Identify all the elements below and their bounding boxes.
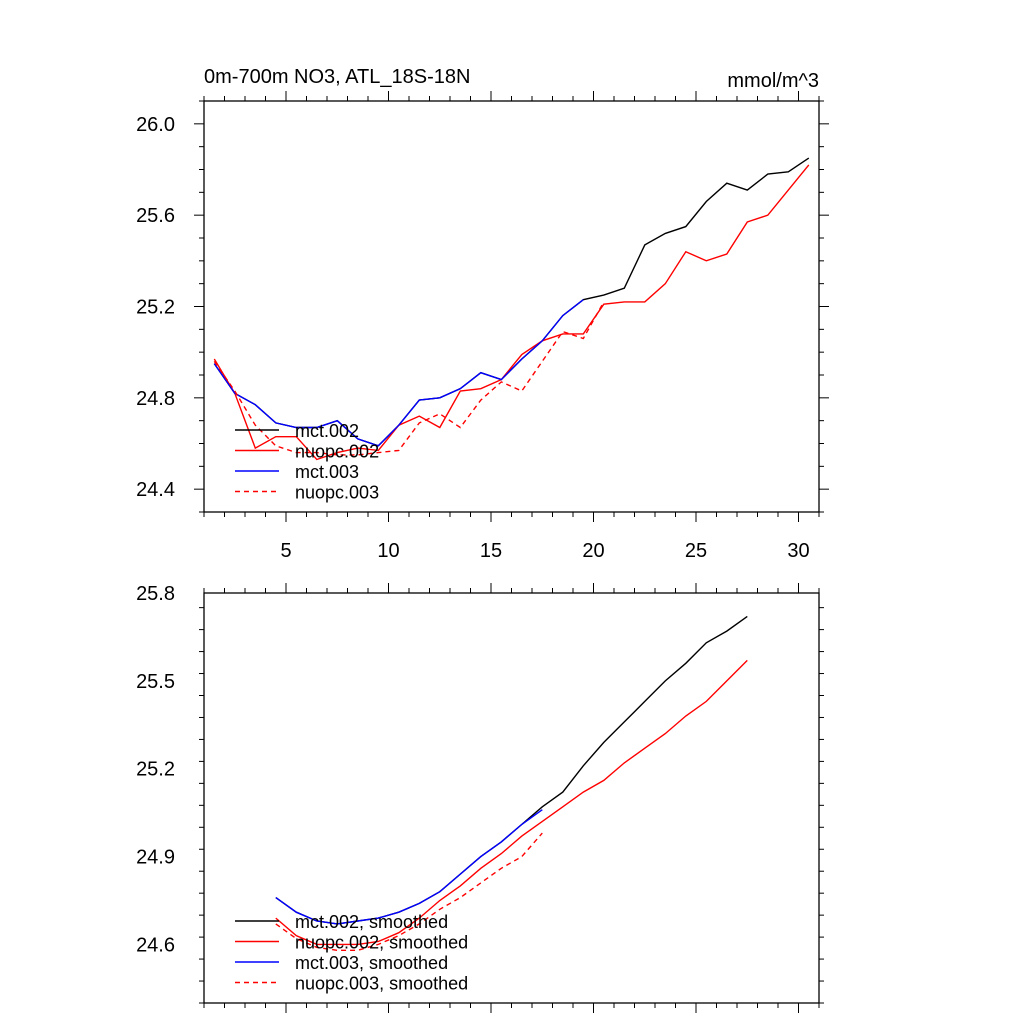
y-tick-label-24-8: 24.8 bbox=[136, 388, 175, 410]
x-tick-label-15: 15 bbox=[480, 540, 502, 562]
y-tick-label-24-9: 24.9 bbox=[136, 847, 175, 869]
legend-label-mct-003-smoothed: mct.003, smoothed bbox=[295, 953, 448, 973]
y-tick-label-24-6: 24.6 bbox=[136, 934, 175, 956]
legend-label-nuopc-002: nuopc.002 bbox=[295, 442, 379, 462]
chart-title: 0m-700m NO3, ATL_18S-18N bbox=[204, 66, 470, 88]
legend-label-mct-003: mct.003 bbox=[295, 462, 359, 482]
series-line-mct-003 bbox=[213, 299, 584, 447]
y-tick-label-26-0: 26.0 bbox=[136, 114, 175, 136]
y-tick-label-25-2: 25.2 bbox=[136, 297, 175, 319]
series-line-nuopc-002-smoothed bbox=[275, 659, 748, 946]
top-panel-nitrate-chart: 5 10 15 20 25 30 24.4 24.8 25.2 25.6 26.0 0m-700m N… bbox=[136, 66, 829, 562]
series-line-mct-002-smoothed bbox=[275, 615, 748, 925]
legend-label-mct-002: mct.002 bbox=[295, 421, 359, 441]
y-tick-label-25-2: 25.2 bbox=[136, 759, 175, 781]
y-tick-label-25-8: 25.8 bbox=[136, 583, 175, 605]
series-line-nuopc-003-smoothed bbox=[275, 832, 543, 951]
x-tick-label-25: 25 bbox=[685, 540, 707, 562]
series-line-nuopc-003 bbox=[213, 301, 605, 456]
series-line-nuopc-002 bbox=[213, 164, 810, 461]
x-tick-label-30: 30 bbox=[787, 540, 809, 562]
x-tick-label-5: 5 bbox=[280, 540, 291, 562]
y-tick-label-24-4: 24.4 bbox=[136, 479, 175, 501]
units-label: mmol/m^3 bbox=[727, 70, 819, 92]
y-tick-label-25-5: 25.5 bbox=[136, 671, 175, 693]
legend-label-nuopc-003: nuopc.003 bbox=[295, 483, 379, 503]
y-tick-label-25-6: 25.6 bbox=[136, 205, 175, 227]
legend-label-nuopc-003-smoothed: nuopc.003, smoothed bbox=[295, 974, 468, 994]
series-line-mct-002 bbox=[213, 157, 810, 447]
legend-label-nuopc-002-smoothed: nuopc.002, smoothed bbox=[295, 933, 468, 953]
legend-label-mct-002-smoothed: mct.002, smoothed bbox=[295, 912, 448, 932]
x-tick-label-10: 10 bbox=[377, 540, 399, 562]
x-tick-label-20: 20 bbox=[582, 540, 604, 562]
series-line-mct-003-smoothed bbox=[275, 809, 543, 925]
